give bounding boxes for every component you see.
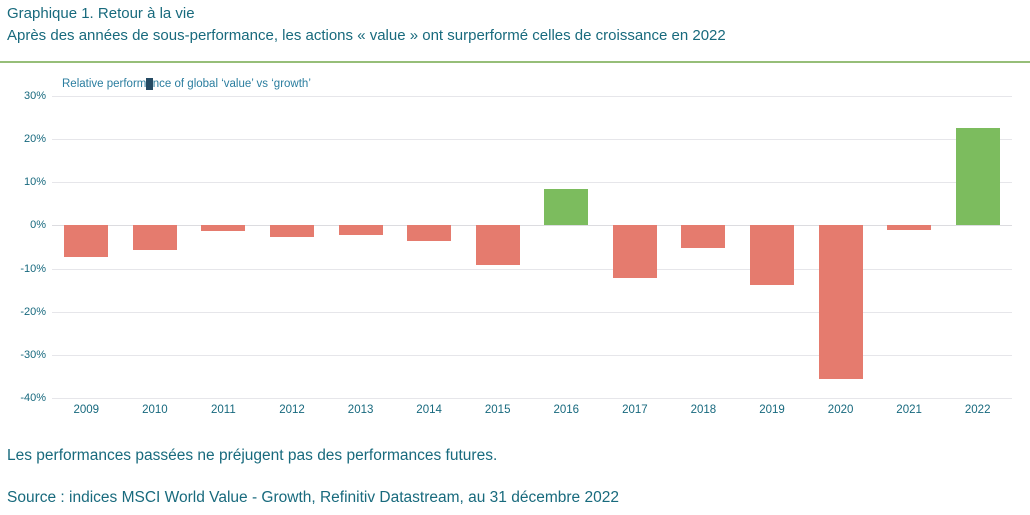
bar-2009 bbox=[64, 225, 109, 258]
x-tick-label: 2015 bbox=[484, 404, 511, 416]
inner-title-text-before: Relative perform bbox=[62, 78, 147, 90]
x-tick-label: 2014 bbox=[416, 404, 442, 416]
x-tick-label: 2009 bbox=[73, 404, 100, 416]
bar-2014 bbox=[407, 225, 452, 241]
x-tick-label: 2016 bbox=[553, 404, 580, 416]
y-tick-label: 10% bbox=[23, 176, 46, 189]
x-tick-label: 2018 bbox=[690, 404, 717, 416]
bar-chart: Relative performance of global ‘value’ v… bbox=[0, 70, 1030, 420]
y-tick-label: 20% bbox=[23, 133, 46, 146]
x-tick-label: 2017 bbox=[622, 404, 648, 416]
source-text: Source : indices MSCI World Value - Grow… bbox=[7, 489, 619, 506]
disclaimer-text: Les performances passées ne préjugent pa… bbox=[7, 447, 498, 464]
text-cursor: a bbox=[146, 78, 153, 90]
x-tick-label: 2013 bbox=[347, 404, 374, 416]
x-tick-label: 2019 bbox=[759, 404, 785, 416]
y-tick-label: 0% bbox=[30, 219, 46, 232]
gridline bbox=[52, 139, 1012, 141]
gridline bbox=[52, 268, 1012, 270]
gridline bbox=[52, 182, 1012, 184]
page-title: Graphique 1. Retour à la vie bbox=[7, 5, 195, 22]
inner-title-text-after: nce of global ‘value’ vs ‘growth’ bbox=[152, 78, 311, 90]
y-tick-label: 30% bbox=[23, 90, 46, 102]
y-tick-label: -10% bbox=[20, 262, 46, 275]
separator-line bbox=[0, 61, 1030, 63]
bar-2012 bbox=[270, 225, 314, 237]
bar-2013 bbox=[338, 225, 383, 235]
page-subtitle: Après des années de sous-performance, le… bbox=[7, 27, 726, 44]
x-tick-label: 2021 bbox=[896, 404, 922, 416]
x-tick-label: 2020 bbox=[827, 404, 854, 416]
bar-2017 bbox=[612, 225, 657, 279]
chart-inner-title: Relative performance of global ‘value’ v… bbox=[62, 78, 311, 90]
bar-2021 bbox=[887, 225, 932, 231]
y-tick-label: -30% bbox=[20, 348, 46, 361]
gridline bbox=[52, 354, 1012, 356]
bar-2016 bbox=[544, 188, 589, 226]
gridline bbox=[52, 311, 1012, 313]
x-tick-label: 2011 bbox=[211, 404, 236, 416]
bar-2011 bbox=[201, 225, 246, 232]
bar-2015 bbox=[475, 225, 520, 266]
y-tick-label: -40% bbox=[20, 392, 46, 404]
y-tick-label: -20% bbox=[20, 305, 46, 318]
x-tick-label: 2010 bbox=[142, 404, 168, 416]
zero-gridline bbox=[52, 225, 1012, 227]
gridline bbox=[52, 398, 1012, 399]
gridline bbox=[52, 96, 1012, 97]
bar-2018 bbox=[681, 225, 726, 249]
bar-2022 bbox=[955, 128, 1000, 226]
bar-2010 bbox=[132, 225, 177, 251]
bar-2020 bbox=[818, 225, 863, 379]
bar-2019 bbox=[750, 225, 794, 286]
x-tick-label: 2012 bbox=[279, 404, 305, 416]
x-tick-label: 2022 bbox=[964, 404, 991, 416]
